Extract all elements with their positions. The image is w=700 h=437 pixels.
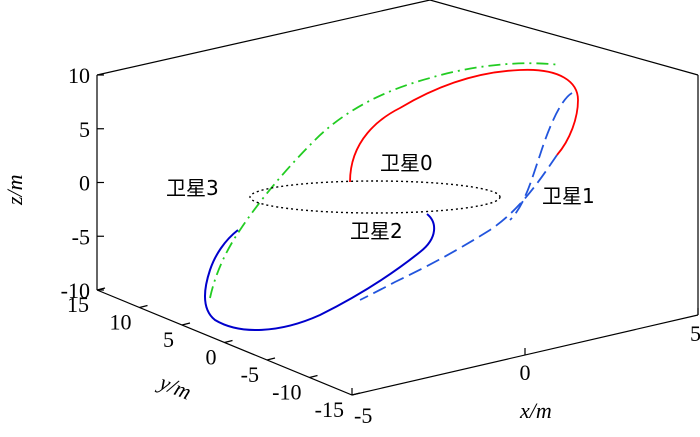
y-tick-label: 0 <box>206 345 217 370</box>
orbit-sat2 <box>204 213 435 332</box>
sat2-label: 卫星2 <box>350 219 403 243</box>
y-tick-mark <box>181 322 191 326</box>
y-tick-mark <box>139 304 148 309</box>
orbit-sat3 <box>209 62 561 299</box>
z-tick-label: -10 <box>61 278 90 303</box>
z-axis-ticks: -10 -5 0 5 10 <box>61 63 104 303</box>
y-tick-label: 5 <box>163 327 174 352</box>
orbit-sat0 <box>349 69 579 183</box>
y-tick-label: -15 <box>315 397 344 422</box>
x-tick-label: 5 <box>690 321 700 346</box>
y-tick-mark <box>351 392 361 396</box>
sat0-label: 卫星0 <box>380 151 433 175</box>
y-axis-ticks: -15 -10 -5 0 5 10 15 <box>67 287 361 422</box>
x-tick-label: -5 <box>354 403 372 428</box>
sat3-label: 卫星3 <box>166 176 219 200</box>
y-tick-mark <box>309 374 318 379</box>
x-axis-ticks: -5 0 5 <box>351 308 700 428</box>
x-axis-label: x/m <box>519 398 552 423</box>
z-axis-label: z/m <box>2 174 27 206</box>
z-tick-label: 5 <box>79 117 90 142</box>
orbit-sat1-arc <box>509 92 573 221</box>
y-tick-mark <box>266 357 276 361</box>
x-tick-label: 0 <box>520 360 531 385</box>
y-tick-label: 15 <box>67 292 89 317</box>
y-axis-label: y/m <box>154 369 195 405</box>
box-top-edge <box>96 0 699 76</box>
y-tick-label: -5 <box>241 362 259 387</box>
orbit-group <box>204 62 579 332</box>
y-tick-mark <box>96 287 106 291</box>
y-tick-mark <box>224 339 233 344</box>
z-tick-label: 0 <box>79 171 90 196</box>
reference-ellipse <box>249 180 501 214</box>
z-tick-label: -5 <box>72 224 90 249</box>
z-tick-label: 10 <box>68 63 90 88</box>
orbit-sat1 <box>359 154 558 301</box>
sat1-label: 卫星1 <box>542 184 595 208</box>
y-tick-label: -10 <box>272 380 301 405</box>
y-tick-label: 10 <box>110 310 132 335</box>
